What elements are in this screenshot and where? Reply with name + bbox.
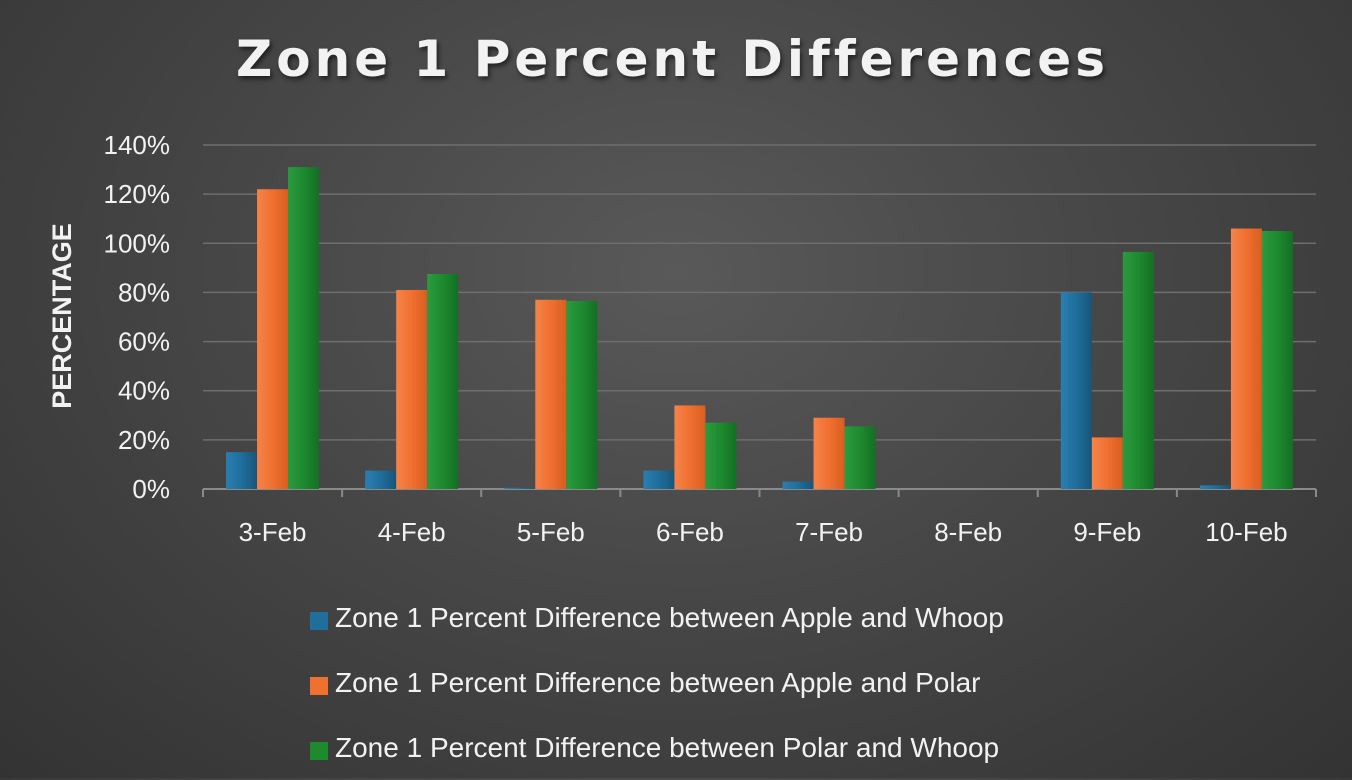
bar-9-feb-series-1 bbox=[1060, 292, 1092, 489]
bar-4-feb-series-2 bbox=[396, 289, 428, 489]
legend-swatch bbox=[310, 676, 328, 695]
bar-5-feb-series-1 bbox=[504, 487, 536, 489]
legend-label: Zone 1 Percent Difference between Apple … bbox=[335, 666, 981, 698]
x-tick-label: 8-Feb bbox=[934, 517, 1002, 547]
legend-item: Zone 1 Percent Difference between Apple … bbox=[310, 585, 1004, 650]
bar-7-feb-series-1 bbox=[782, 481, 814, 489]
bar-7-feb-series-3 bbox=[844, 426, 876, 489]
y-tick-label: 140% bbox=[104, 130, 171, 160]
legend-swatch bbox=[310, 611, 328, 630]
bar-3-feb-series-2 bbox=[257, 189, 289, 489]
bar-9-feb-series-3 bbox=[1122, 251, 1154, 489]
bar-7-feb-series-2 bbox=[813, 417, 845, 489]
y-tick-label: 40% bbox=[118, 376, 170, 406]
bar-10-feb-series-1 bbox=[1199, 485, 1231, 489]
legend: Zone 1 Percent Difference between Apple … bbox=[310, 585, 1004, 780]
bar-5-feb-series-2 bbox=[535, 299, 567, 489]
bar-4-feb-series-3 bbox=[427, 274, 459, 489]
bar-5-feb-series-3 bbox=[566, 301, 598, 489]
bar-10-feb-series-3 bbox=[1261, 231, 1293, 489]
x-tick-label: 5-Feb bbox=[517, 517, 585, 547]
y-tick-label: 100% bbox=[104, 228, 171, 258]
bar-6-feb-series-3 bbox=[705, 422, 737, 489]
x-tick-label: 3-Feb bbox=[239, 517, 307, 547]
bar-6-feb-series-2 bbox=[674, 405, 706, 489]
bar-6-feb-series-1 bbox=[643, 470, 675, 489]
legend-swatch bbox=[310, 741, 328, 760]
legend-item: Zone 1 Percent Difference between Polar … bbox=[310, 715, 1004, 780]
y-tick-label: 80% bbox=[118, 277, 170, 307]
x-tick-label: 6-Feb bbox=[656, 517, 724, 547]
x-tick-label: 7-Feb bbox=[795, 517, 863, 547]
legend-item: Zone 1 Percent Difference between Apple … bbox=[310, 650, 1004, 715]
bar-3-feb-series-3 bbox=[288, 167, 320, 489]
y-tick-label: 20% bbox=[118, 425, 170, 455]
bar-10-feb-series-2 bbox=[1230, 228, 1262, 490]
legend-label: Zone 1 Percent Difference between Apple … bbox=[335, 601, 1004, 633]
y-tick-label: 120% bbox=[104, 179, 171, 209]
bar-3-feb-series-1 bbox=[226, 452, 258, 489]
bar-9-feb-series-2 bbox=[1091, 437, 1123, 489]
y-tick-label: 0% bbox=[132, 474, 170, 504]
x-tick-label: 4-Feb bbox=[378, 517, 446, 547]
legend-label: Zone 1 Percent Difference between Polar … bbox=[335, 731, 1000, 763]
chart-title: Zone 1 Percent Differences bbox=[236, 30, 1109, 88]
bar-4-feb-series-1 bbox=[365, 470, 397, 489]
y-axis-title: PERCENTAGE bbox=[47, 223, 77, 409]
x-tick-label: 9-Feb bbox=[1073, 517, 1141, 547]
x-tick-label: 10-Feb bbox=[1205, 517, 1287, 547]
y-tick-label: 60% bbox=[118, 327, 170, 357]
